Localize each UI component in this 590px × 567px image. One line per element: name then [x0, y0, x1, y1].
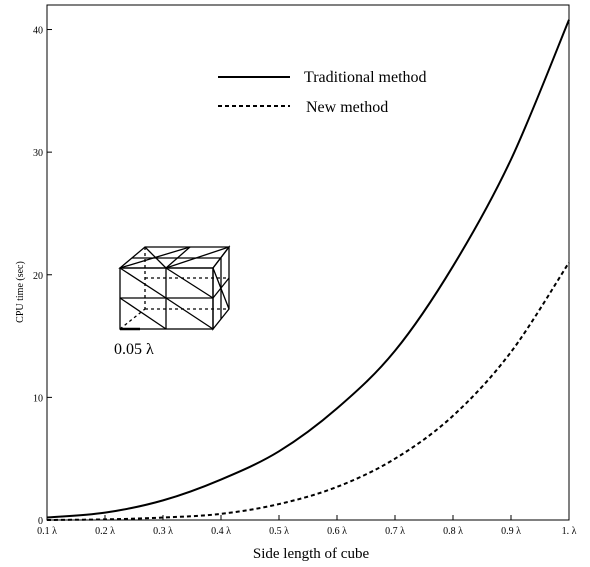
x-tick-label: 0.8 λ [443, 526, 463, 537]
y-axis-title: CPU time (sec) [15, 261, 26, 323]
x-tick-label: 0.2 λ [95, 526, 115, 537]
y-axis-ticks: 0 10 20 30 40 [33, 26, 52, 527]
series-line-traditional-method [46, 19, 570, 519]
x-tick-label: 0.7 λ [385, 526, 405, 537]
x-axis-ticks: 0.1 λ 0.2 λ 0.3 λ 0.4 λ 0.5 λ 0.6 λ 0.7 λ 0.8 λ… [37, 515, 577, 537]
x-tick-label: 0.9 λ [501, 526, 521, 537]
y-tick-label: 10 [33, 393, 43, 404]
inset-cell-size-label: 0.05 λ [114, 341, 154, 358]
x-tick-label: 1. λ [562, 526, 577, 537]
x-tick-label: 0.5 λ [269, 526, 289, 537]
y-tick-label: 20 [33, 271, 43, 282]
x-tick-label: 0.6 λ [327, 526, 347, 537]
x-tick-label: 0.1 λ [37, 526, 57, 537]
x-tick-label: 0.4 λ [211, 526, 231, 537]
series-line-new-method [46, 261, 570, 521]
y-tick-label: 30 [33, 148, 43, 159]
x-tick-label: 0.3 λ [153, 526, 173, 537]
y-tick-label: 40 [33, 26, 43, 37]
y-tick-label: 0 [38, 516, 43, 527]
legend-label-new: New method [306, 99, 388, 116]
legend: Traditional method New method [218, 69, 427, 116]
x-axis-title: Side length of cube [253, 546, 370, 562]
wireframe-cube-mesh-icon [118, 245, 231, 331]
legend-label-traditional: Traditional method [304, 69, 427, 86]
series-group [46, 19, 570, 521]
